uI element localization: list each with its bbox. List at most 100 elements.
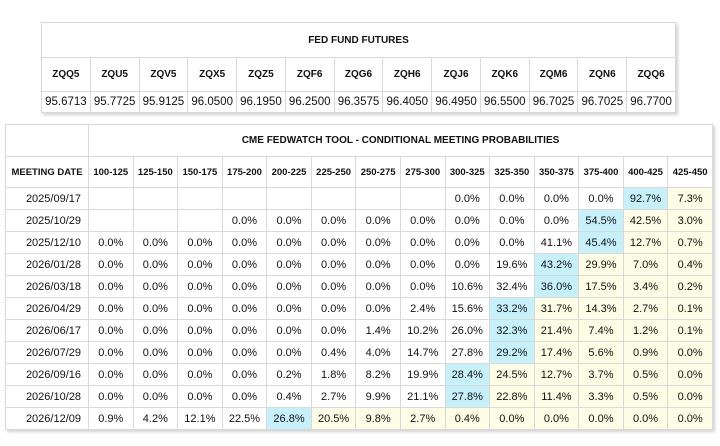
probability-cell: 1.2% [622,319,669,342]
probability-cell [88,187,134,210]
futures-code: ZQQ5 [41,57,91,92]
probability-cell: 0.2% [266,363,312,386]
probability-cell: 0.0% [132,363,179,386]
meeting-row: 2026/09/16 0.0% 0.0% 0.0% 0.0% 0.2% 1.8% 8.2% 19… [5,363,713,386]
probability-cell: 0.0% [221,297,268,320]
futures-price: 96.4950 [431,91,481,113]
probability-cell: 0.0% [489,209,535,232]
probability-cell: 0.0% [667,341,713,364]
probability-cell: 0.0% [177,231,223,254]
rate-range-header: 100-125 [88,156,134,188]
probability-cell: 12.7% [533,363,580,386]
rate-range-header: 350-375 [533,156,580,188]
probability-cell: 0.0% [667,385,713,408]
probability-cell: 0.0% [266,209,312,232]
probability-cell: 0.0% [177,363,223,386]
futures-price: 96.4050 [382,91,433,113]
futures-code: ZQV5 [138,57,189,92]
futures-code: ZQU5 [89,57,140,92]
futures-price: 96.0500 [187,91,238,113]
probability-cell: 9.8% [355,407,401,430]
meeting-row: 2026/03/18 0.0% 0.0% 0.0% 0.0% 0.0% 0.0% 0.0% 0.… [5,275,713,298]
probability-cell [310,187,357,210]
probability-cell: 33.2% [489,297,535,320]
meeting-date: 2026/07/29 [5,341,89,364]
probability-cell [177,209,223,232]
meeting-date: 2026/06/17 [5,319,89,342]
probability-cell: 0.0% [310,231,357,254]
probability-cell: 0.0% [177,297,223,320]
probability-cell: 0.0% [489,187,535,210]
probability-cell [88,209,134,232]
probability-cell: 12.7% [622,231,669,254]
probability-cell: 0.0% [399,231,446,254]
probability-cell: 14.3% [578,297,624,320]
meeting-row: 2026/12/09 0.9% 4.2% 12.1% 22.5% 26.8% 20.5% 9.… [5,407,713,430]
futures-price: 96.3575 [333,91,384,113]
meeting-date: 2026/10/28 [5,385,89,408]
probability-cell: 4.2% [132,407,179,430]
probability-cell: 0.0% [533,187,580,210]
probability-cell: 0.0% [221,275,268,298]
futures-price: 96.7700 [626,91,676,113]
futures-code: ZQZ5 [236,57,286,92]
probability-cell: 0.0% [221,209,268,232]
probability-cell: 0.9% [88,407,134,430]
probability-cell: 0.0% [132,297,179,320]
rate-range-header: 175-200 [221,156,268,188]
probability-cell: 0.0% [88,231,134,254]
probability-cell [266,187,312,210]
meeting-date: 2026/01/28 [5,253,89,276]
probability-cell: 0.0% [266,319,312,342]
fed-fund-futures-table: FED FUND FUTURES ZQQ5 ZQU5 ZQV5 ZQX5 ZQZ5 ZQF… [41,22,676,113]
probability-cell: 29.9% [578,253,624,276]
fedwatch-probabilities-table: CME FEDWATCH TOOL - CONDITIONAL MEETING … [5,124,713,430]
futures-code: ZQN6 [577,57,628,92]
probability-cell: 0.0% [399,275,446,298]
probability-cell: 29.2% [489,341,535,364]
rate-range-header: 400-425 [622,156,669,188]
probability-cell: 0.1% [667,297,713,320]
probability-cell: 45.4% [578,231,624,254]
probability-cell: 0.4% [667,253,713,276]
probability-cell: 0.0% [266,253,312,276]
probability-cell: 0.0% [88,341,134,364]
meeting-row: 2025/10/29 0.0% 0.0% 0.0% 0.0% 0.0% 0.0% 0.0% 0.… [5,209,713,232]
futures-price: 95.9125 [138,91,189,113]
probability-cell [132,187,179,210]
probability-cell: 0.0% [622,407,669,430]
probability-cell: 0.0% [266,341,312,364]
probability-cell: 92.7% [622,187,669,210]
probability-cell: 0.0% [88,253,134,276]
probability-cell: 0.0% [489,231,535,254]
probability-cell: 0.0% [177,341,223,364]
probability-cell: 7.0% [622,253,669,276]
rate-range-header: 425-450 [667,156,713,188]
probability-cell: 0.0% [177,275,223,298]
futures-code: ZQM6 [528,57,579,92]
futures-price: 95.7725 [89,91,140,113]
probability-cell: 0.0% [221,385,268,408]
probability-cell: 0.0% [578,187,624,210]
futures-code: ZQJ6 [431,57,481,92]
probability-cell: 0.0% [444,209,491,232]
probability-cell: 0.0% [177,319,223,342]
meeting-row: 2026/07/29 0.0% 0.0% 0.0% 0.0% 0.0% 0.4% 4.0% 14… [5,341,713,364]
probability-cell: 19.6% [489,253,535,276]
rate-range-header: 200-225 [266,156,312,188]
futures-code: ZQF6 [284,57,335,92]
probability-cell: 27.8% [444,341,491,364]
probability-cell: 24.5% [489,363,535,386]
probability-cell: 43.2% [533,253,580,276]
rate-range-header: 225-250 [310,156,357,188]
meeting-row: 2026/10/28 0.0% 0.0% 0.0% 0.0% 0.4% 2.7% 9.9% 21… [5,385,713,408]
meeting-row: 2025/12/10 0.0% 0.0% 0.0% 0.0% 0.0% 0.0% 0.0% 0.… [5,231,713,254]
probability-cell: 0.4% [444,407,491,430]
probability-cell: 21.1% [399,385,446,408]
meeting-date: 2025/12/10 [5,231,89,254]
probability-cell: 14.7% [399,341,446,364]
probability-cell: 15.6% [444,297,491,320]
futures-code: ZQK6 [479,57,530,92]
probability-cell: 26.8% [266,407,312,430]
probability-cell: 0.0% [310,253,357,276]
